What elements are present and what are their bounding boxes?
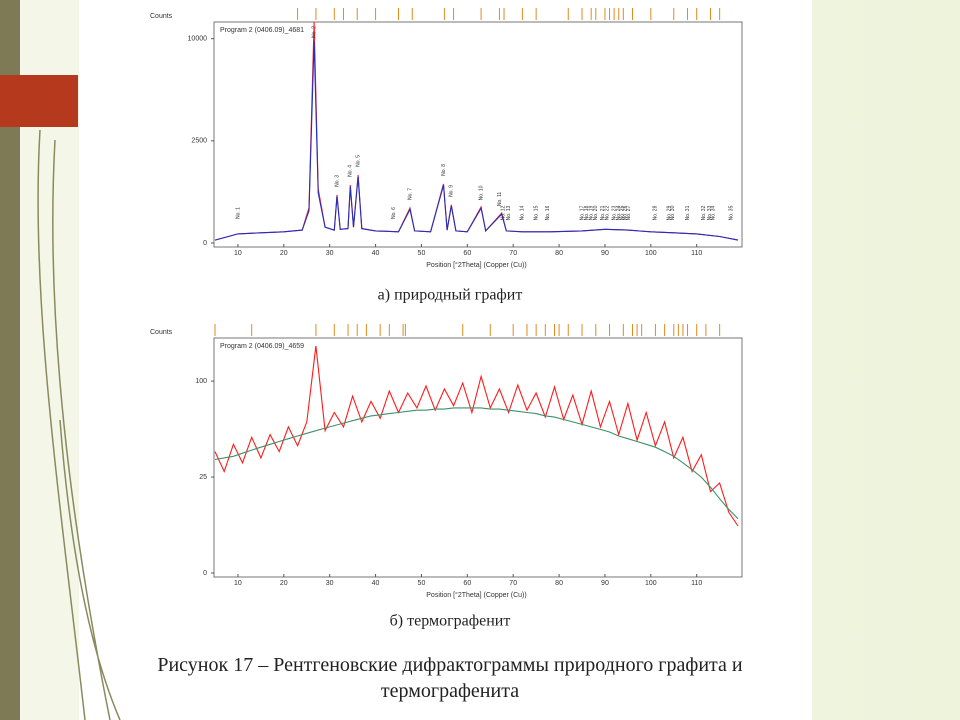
- peak-label: No. 12: [500, 205, 506, 220]
- x-tick-label: 90: [601, 250, 609, 257]
- x-tick-label: 100: [645, 250, 657, 257]
- y-tick-label: 2500: [191, 138, 207, 145]
- y-tick-label: 0: [203, 240, 207, 247]
- x-tick-label: 110: [691, 250, 702, 257]
- peak-label: No. 27: [626, 205, 632, 220]
- peak-label: No. 24: [616, 205, 622, 220]
- x-tick-label: 10: [234, 580, 242, 587]
- peak-label: No. 23: [611, 205, 617, 220]
- peak-label: No. 22: [605, 205, 611, 220]
- x-tick-label: 40: [372, 250, 380, 257]
- accent-block: [0, 75, 78, 127]
- x-tick-label: 70: [509, 250, 517, 257]
- peak-label: No. 20: [593, 205, 599, 220]
- x-tick-label: 30: [326, 580, 334, 587]
- data-line: [214, 40, 739, 241]
- peak-label: No. 30: [670, 205, 676, 220]
- x-tick-label: 70: [509, 580, 517, 587]
- y-axis-label: Counts: [150, 329, 173, 336]
- figure-caption: Рисунок 17 – Рентгеновские дифрактограмм…: [157, 654, 743, 702]
- side-stripe: [0, 0, 20, 720]
- x-axis-label: Position [°2Theta] (Copper (Cu)): [426, 261, 526, 269]
- peak-label: No. 13: [506, 205, 512, 220]
- y-tick-label: 0: [203, 570, 207, 577]
- peak-label: No. 9: [449, 185, 455, 197]
- plot-frame: [213, 21, 743, 248]
- chart-header: Program 2 (0406.09)_4681: [220, 27, 304, 34]
- x-tick-label: 80: [555, 250, 563, 257]
- peak-label: No. 1: [235, 207, 241, 219]
- x-axis-label: Position [°2Theta] (Copper (Cu)): [426, 591, 526, 599]
- x-tick-label: 30: [326, 250, 334, 257]
- x-tick-label: 50: [418, 250, 426, 257]
- data-line: [214, 345, 739, 527]
- x-tick-label: 10: [234, 250, 242, 257]
- y-tick-label: 25: [199, 474, 207, 481]
- peak-label: No. 2: [311, 26, 317, 38]
- peak-label: No. 17: [579, 205, 585, 220]
- x-tick-label: 90: [601, 580, 609, 587]
- y-tick-label: 10000: [188, 36, 208, 43]
- peak-label: No. 11: [497, 192, 503, 207]
- chart-subtitle: б) термографенит: [390, 613, 511, 630]
- peak-label: No. 18: [584, 205, 590, 220]
- content-area: [79, 0, 812, 720]
- x-tick-label: 50: [418, 580, 426, 587]
- chart-header: Program 2 (0406.09)_4659: [220, 343, 304, 350]
- x-tick-label: 100: [645, 580, 657, 587]
- peak-label: No. 4: [348, 165, 354, 177]
- decor-curves: [37, 129, 121, 720]
- peak-label: No. 6: [391, 207, 397, 219]
- peak-label: No. 10: [478, 185, 484, 200]
- peak-label: No. 15: [533, 205, 539, 220]
- peak-label: No. 25: [619, 205, 625, 220]
- x-tick-label: 60: [463, 580, 471, 587]
- plot-frame: [213, 337, 743, 578]
- peak-label: No. 7: [407, 188, 413, 200]
- data-line: [214, 21, 739, 241]
- peak-label: No. 21: [600, 205, 606, 220]
- x-tick-label: 40: [372, 580, 380, 587]
- data-line: [214, 407, 739, 520]
- x-tick-label: 20: [280, 580, 288, 587]
- peak-label: No. 26: [622, 205, 628, 220]
- peak-label: No. 34: [711, 205, 717, 220]
- peak-label: No. 28: [653, 205, 659, 220]
- peak-label: No. 16: [545, 205, 551, 220]
- x-tick-label: 60: [463, 250, 471, 257]
- x-tick-label: 110: [691, 580, 702, 587]
- peak-label: No. 3: [334, 175, 340, 187]
- y-tick-label: 100: [195, 378, 207, 385]
- chart-subtitle: а) природный графит: [378, 287, 523, 304]
- peak-label: No. 29: [667, 205, 673, 220]
- peak-label: No. 8: [441, 164, 447, 176]
- peak-label: No. 19: [589, 205, 595, 220]
- peak-label: No. 35: [728, 205, 734, 220]
- peak-label: No. 33: [707, 205, 713, 220]
- peak-label: No. 14: [520, 205, 526, 220]
- peak-label: No. 5: [355, 155, 361, 167]
- peak-label: No. 31: [685, 205, 691, 220]
- x-tick-label: 80: [555, 580, 563, 587]
- y-axis-label: Counts: [150, 13, 173, 20]
- peak-label: No. 32: [701, 205, 707, 220]
- x-tick-label: 20: [280, 250, 288, 257]
